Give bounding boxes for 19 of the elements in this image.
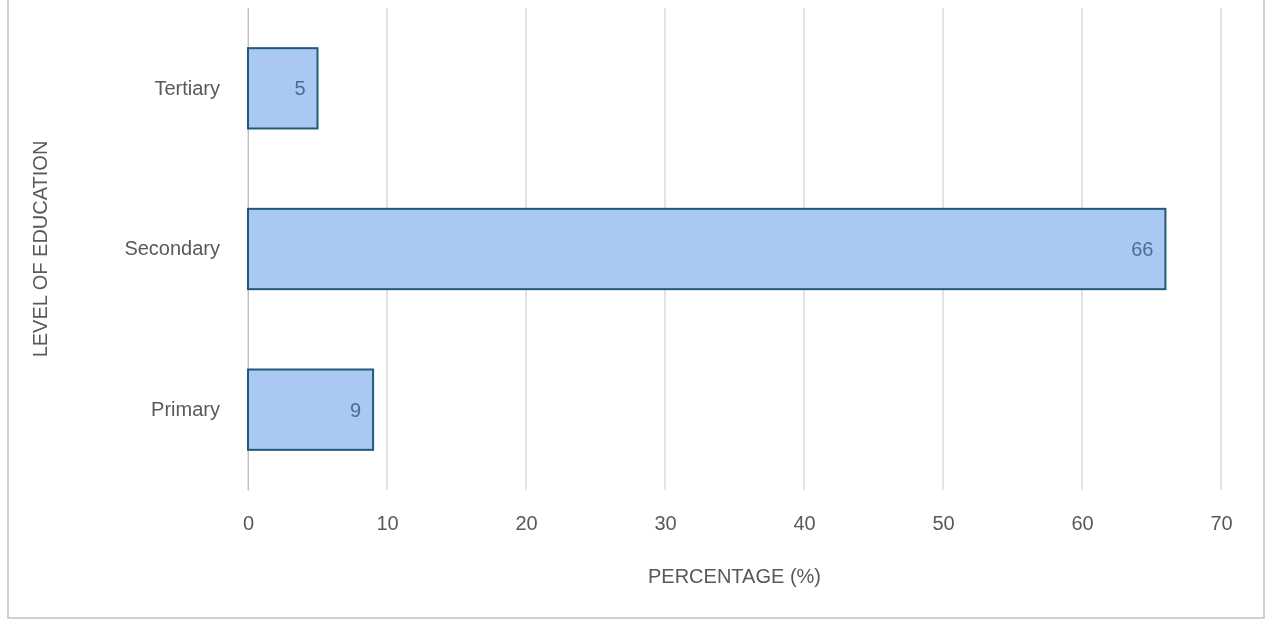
x-tick-label: 70 bbox=[1210, 512, 1233, 535]
data-label: 66 bbox=[1131, 238, 1154, 260]
x-tick-label: 0 bbox=[242, 512, 255, 535]
x-axis-title: PERCENTAGE (%) bbox=[648, 565, 821, 587]
y-axis-title: LEVEL OF EDUCATION bbox=[29, 140, 51, 358]
y-tick-label: Secondary bbox=[124, 237, 220, 260]
y-tick-label: Primary bbox=[151, 398, 220, 421]
data-label: 5 bbox=[294, 77, 306, 100]
bar bbox=[247, 47, 319, 130]
bar bbox=[247, 368, 375, 451]
x-tick-label: 20 bbox=[515, 512, 538, 535]
x-tick-label: 60 bbox=[1071, 512, 1094, 535]
bar bbox=[247, 207, 1167, 291]
x-tick-label: 30 bbox=[654, 512, 677, 535]
x-tick-label: 50 bbox=[932, 512, 955, 535]
y-tick-label: Tertiary bbox=[154, 76, 220, 99]
x-tick-label: 10 bbox=[376, 512, 399, 535]
x-tick-label: 40 bbox=[793, 512, 816, 535]
data-label: 9 bbox=[349, 398, 362, 421]
